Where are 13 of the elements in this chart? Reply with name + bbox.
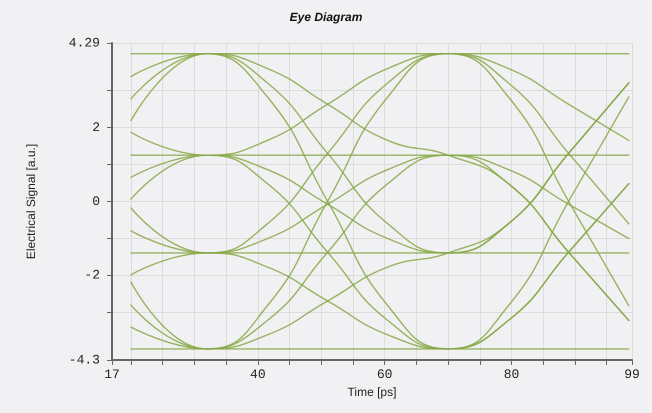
- x-tick-label: 80: [504, 367, 520, 382]
- y-tick-label: -4.3: [68, 352, 100, 368]
- y-tick-label: 2: [92, 120, 100, 136]
- y-axis-title: Electrical Signal [a.u.]: [24, 144, 38, 260]
- y-tick-label: 0: [92, 194, 100, 209]
- chart-title: Eye Diagram: [290, 10, 363, 24]
- x-tick-label: 60: [376, 367, 392, 382]
- y-tick-label: -2: [84, 268, 100, 283]
- x-tick-label: 17: [104, 367, 120, 382]
- x-axis-title: Time [ps]: [348, 385, 396, 399]
- x-tick-label: 40: [250, 367, 266, 382]
- x-tick-label: 99: [624, 367, 640, 382]
- y-tick-label: 4.29: [68, 36, 100, 50]
